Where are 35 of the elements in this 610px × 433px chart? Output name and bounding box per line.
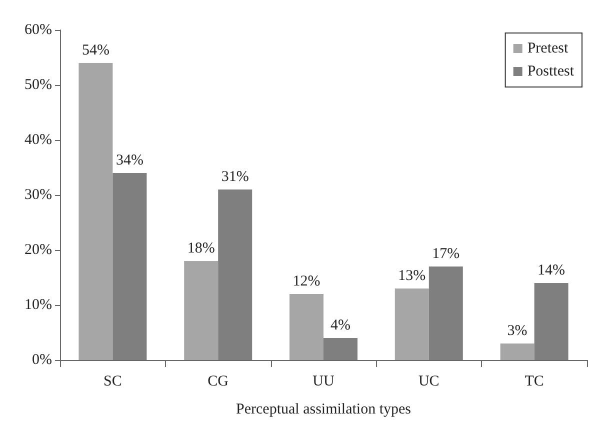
legend-label: Pretest xyxy=(527,40,569,56)
legend-label: Posttest xyxy=(527,64,575,80)
text: 4% xyxy=(330,318,350,334)
text: 31% xyxy=(221,169,249,185)
text: 12% xyxy=(292,274,320,290)
text: 13% xyxy=(398,268,426,284)
y-tick-label: 20% xyxy=(24,242,52,258)
bar xyxy=(290,294,324,360)
x-tick-label: UC xyxy=(418,374,440,390)
y-tick-label: 30% xyxy=(24,187,52,203)
bar xyxy=(500,344,534,360)
x-tick-label: CG xyxy=(208,374,229,390)
y-tick-label: 50% xyxy=(24,77,52,93)
x-tick-label: TC xyxy=(524,374,544,390)
bar xyxy=(218,190,252,360)
x-axis-title: Perceptual assimilation types xyxy=(236,402,412,418)
text: 18% xyxy=(187,240,215,256)
bar xyxy=(184,261,218,360)
bar xyxy=(324,338,358,360)
text: 54% xyxy=(82,42,110,58)
text: 34% xyxy=(116,152,144,168)
y-tick-label: 10% xyxy=(24,297,52,313)
bar xyxy=(394,288,429,360)
x-tick-label: SC xyxy=(104,374,122,390)
y-tick-label: 0% xyxy=(32,352,52,368)
bar xyxy=(428,266,463,360)
y-tick-label: 40% xyxy=(24,132,52,148)
y-tick-label: 60% xyxy=(24,22,52,38)
x-tick-label: UU xyxy=(312,374,334,390)
bar xyxy=(78,63,113,360)
text: 3% xyxy=(507,323,528,339)
bar xyxy=(112,173,147,360)
text: 17% xyxy=(432,246,460,262)
text: 14% xyxy=(538,262,566,278)
bar xyxy=(534,283,568,360)
